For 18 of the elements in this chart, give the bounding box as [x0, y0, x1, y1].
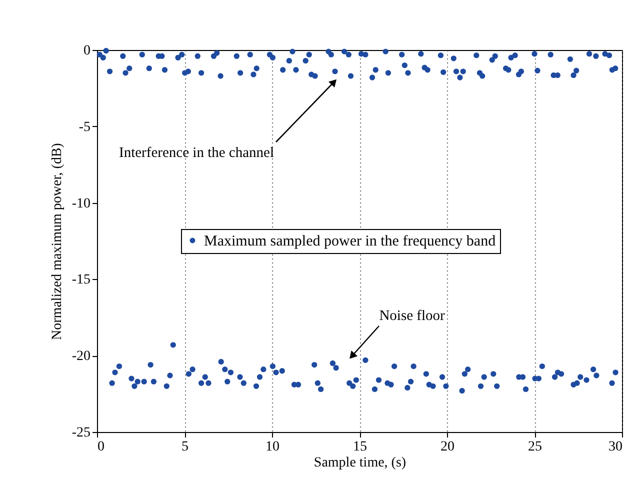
annotation: Noise floor	[379, 308, 445, 324]
legend-label: Maximum sampled power in the frequency band	[204, 234, 496, 250]
y-axis-title: Normalized maximum power, (dB)	[50, 142, 65, 340]
x-tick-label: 5	[182, 440, 188, 454]
x-tick-label: 30	[608, 440, 622, 454]
y-tick-label: -20	[72, 349, 90, 364]
y-tick-label: -5	[78, 120, 90, 135]
y-tick-label: -10	[72, 196, 90, 212]
x-axis-title: Sample time, (s)	[314, 456, 406, 470]
x-tick-label: 15	[353, 440, 367, 454]
x-tick-label: 20	[440, 440, 454, 454]
y-tick-label: -25	[72, 426, 90, 440]
y-tick-label: -15	[72, 272, 90, 288]
y-tick-label: 0	[84, 44, 90, 58]
x-tick-label: 0	[98, 440, 104, 454]
x-tick-label: 25	[528, 440, 542, 454]
x-tick-label: 10	[266, 440, 280, 454]
annotation: Interference in the channel	[119, 145, 274, 161]
